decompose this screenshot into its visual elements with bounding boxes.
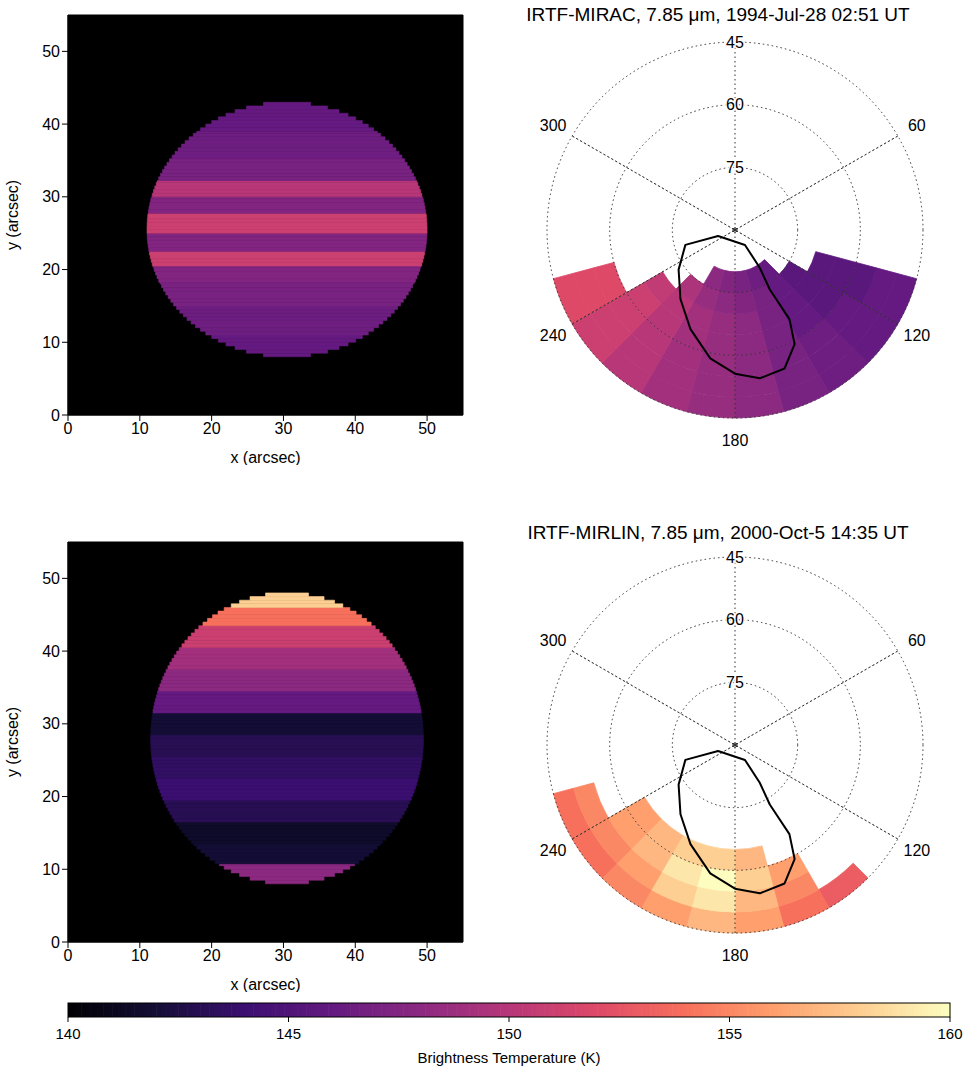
svg-text:120: 120 bbox=[904, 842, 931, 859]
svg-text:10: 10 bbox=[42, 861, 60, 878]
svg-text:155: 155 bbox=[717, 1025, 742, 1042]
svg-text:45: 45 bbox=[726, 34, 744, 51]
svg-text:75: 75 bbox=[726, 159, 744, 176]
html-text:IRTF-MIRLIN, 7.85 μm, 2000-Oct: IRTF-MIRLIN, 7.85 μm, 2000-Oct-5 14:35 U… bbox=[527, 522, 909, 543]
svg-text:160: 160 bbox=[937, 1025, 962, 1042]
svg-text:40: 40 bbox=[42, 643, 60, 660]
svg-text:0: 0 bbox=[51, 407, 60, 424]
svg-text:x (arcsec): x (arcsec) bbox=[230, 976, 300, 992]
svg-text:45: 45 bbox=[726, 549, 744, 566]
svg-text:60: 60 bbox=[908, 632, 926, 649]
svg-text:180: 180 bbox=[722, 947, 749, 964]
svg-text:240: 240 bbox=[540, 327, 567, 344]
svg-text:0: 0 bbox=[51, 934, 60, 951]
svg-text:50: 50 bbox=[418, 420, 436, 437]
svg-text:50: 50 bbox=[418, 947, 436, 964]
svg-text:60: 60 bbox=[726, 96, 744, 113]
svg-text:40: 40 bbox=[346, 420, 364, 437]
svg-text:30: 30 bbox=[275, 947, 293, 964]
svg-text:140: 140 bbox=[55, 1025, 80, 1042]
svg-text:180: 180 bbox=[722, 432, 749, 449]
svg-text:20: 20 bbox=[203, 420, 221, 437]
svg-text:50: 50 bbox=[42, 43, 60, 60]
svg-text:300: 300 bbox=[540, 117, 567, 134]
svg-text:10: 10 bbox=[42, 334, 60, 351]
svg-text:0: 0 bbox=[64, 947, 73, 964]
svg-text:30: 30 bbox=[275, 420, 293, 437]
svg-text:y (arcsec): y (arcsec) bbox=[4, 180, 21, 250]
svg-text:20: 20 bbox=[42, 788, 60, 805]
svg-text:75: 75 bbox=[726, 674, 744, 691]
svg-text:150: 150 bbox=[496, 1025, 521, 1042]
svg-text:40: 40 bbox=[346, 947, 364, 964]
svg-text:10: 10 bbox=[131, 420, 149, 437]
svg-text:Brightness Temperature (K): Brightness Temperature (K) bbox=[417, 1049, 600, 1066]
svg-text:300: 300 bbox=[540, 632, 567, 649]
svg-text:0: 0 bbox=[64, 420, 73, 437]
svg-text:y (arcsec): y (arcsec) bbox=[4, 707, 21, 777]
svg-text:20: 20 bbox=[203, 947, 221, 964]
svg-text:50: 50 bbox=[42, 570, 60, 587]
svg-text:10: 10 bbox=[131, 947, 149, 964]
svg-text:120: 120 bbox=[904, 327, 931, 344]
html-text:IRTF-MIRAC, 7.85 μm, 1994-Jul-: IRTF-MIRAC, 7.85 μm, 1994-Jul-28 02:51 U… bbox=[526, 4, 910, 25]
svg-text:20: 20 bbox=[42, 261, 60, 278]
svg-text:145: 145 bbox=[276, 1025, 301, 1042]
svg-text:240: 240 bbox=[540, 842, 567, 859]
svg-text:60: 60 bbox=[908, 117, 926, 134]
svg-text:x (arcsec): x (arcsec) bbox=[230, 449, 300, 465]
svg-text:60: 60 bbox=[726, 611, 744, 628]
svg-text:30: 30 bbox=[42, 188, 60, 205]
svg-text:40: 40 bbox=[42, 116, 60, 133]
svg-text:30: 30 bbox=[42, 715, 60, 732]
